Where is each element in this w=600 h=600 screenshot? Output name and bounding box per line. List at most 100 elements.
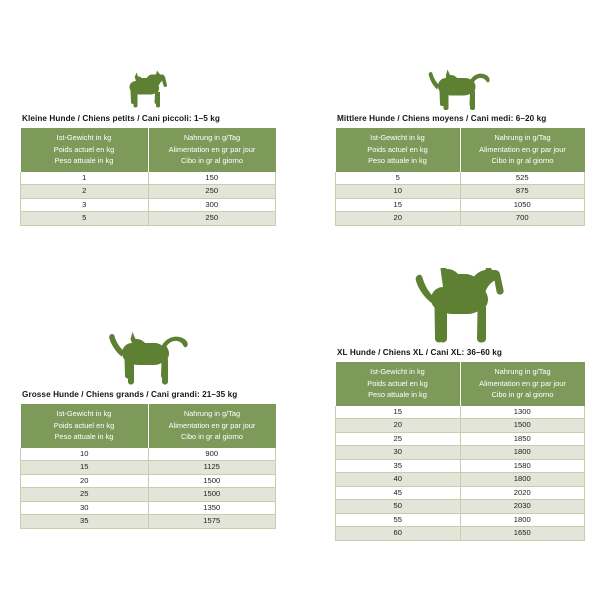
section-medium-dogs: Mittlere Hunde / Chiens moyens / Cani me… bbox=[335, 62, 585, 226]
table-row: 50 2030 bbox=[335, 499, 585, 514]
cell-food: 250 bbox=[148, 211, 276, 226]
cell-weight: 35 bbox=[20, 514, 149, 529]
table-row: 5 525 bbox=[335, 171, 585, 186]
cell-food: 1800 bbox=[460, 513, 585, 528]
cell-weight: 20 bbox=[20, 474, 149, 489]
cell-food: 1650 bbox=[460, 526, 585, 541]
column-header-food: Nahrung in g/Tag Alimentation en gr par … bbox=[460, 362, 585, 406]
table-row: 30 1800 bbox=[335, 445, 585, 460]
xl-dog-icon bbox=[415, 268, 504, 343]
small-dog-illustration bbox=[20, 62, 276, 114]
cell-food: 1500 bbox=[148, 487, 276, 502]
cell-food: 2030 bbox=[460, 499, 585, 514]
cell-weight: 3 bbox=[20, 198, 149, 213]
header-line-it: Cibo in gr al giorno bbox=[180, 156, 244, 166]
cell-weight: 25 bbox=[335, 432, 461, 447]
feeding-table-large: Ist-Gewicht in kg Poids actuel en kg Pes… bbox=[20, 404, 276, 529]
cell-food: 1500 bbox=[148, 474, 276, 489]
table-row: 45 2020 bbox=[335, 486, 585, 501]
cell-food: 1580 bbox=[460, 459, 585, 474]
table-row: 15 1300 bbox=[335, 405, 585, 420]
table-row: 55 1800 bbox=[335, 513, 585, 528]
table-row: 10 875 bbox=[335, 184, 585, 199]
cell-food: 1850 bbox=[460, 432, 585, 447]
cell-weight: 45 bbox=[335, 486, 461, 501]
header-line-it: Peso attuale in kg bbox=[54, 432, 114, 442]
cell-food: 875 bbox=[460, 184, 585, 199]
table-row: 40 1800 bbox=[335, 472, 585, 487]
table-row: 20 700 bbox=[335, 211, 585, 226]
table-row: 15 1050 bbox=[335, 198, 585, 213]
header-line-de: Nahrung in g/Tag bbox=[494, 367, 551, 377]
cell-food: 1800 bbox=[460, 445, 585, 460]
header-line-de: Ist-Gewicht in kg bbox=[56, 409, 112, 419]
header-line-fr: Alimentation en gr par jour bbox=[479, 144, 566, 154]
small-dog-icon bbox=[129, 70, 167, 108]
medium-dog-illustration bbox=[335, 62, 585, 114]
cell-food: 1350 bbox=[148, 501, 276, 516]
cell-weight: 25 bbox=[20, 487, 149, 502]
table-row: 25 1850 bbox=[335, 432, 585, 447]
header-line-it: Cibo in gr al giorno bbox=[491, 390, 554, 400]
cell-weight: 50 bbox=[335, 499, 461, 514]
column-header-food: Nahrung in g/Tag Alimentation en gr par … bbox=[148, 128, 276, 172]
cell-food: 1800 bbox=[460, 472, 585, 487]
column-header-weight: Ist-Gewicht in kg Poids actuel en kg Pes… bbox=[335, 362, 461, 406]
table-header-row: Ist-Gewicht in kg Poids actuel en kg Pes… bbox=[335, 362, 585, 406]
medium-dog-icon bbox=[428, 69, 490, 110]
table-row: 25 1500 bbox=[20, 487, 276, 502]
feeding-table-small: Ist-Gewicht in kg Poids actuel en kg Pes… bbox=[20, 128, 276, 226]
cell-weight: 30 bbox=[335, 445, 461, 460]
table-row: 15 1125 bbox=[20, 460, 276, 475]
cell-weight: 35 bbox=[335, 459, 461, 474]
table-row: 30 1350 bbox=[20, 501, 276, 516]
header-line-fr: Poids actuel en kg bbox=[53, 144, 115, 154]
table-body: 15 1300 20 1500 25 1850 30 1800 35 1580 40 1800 45 20… bbox=[335, 405, 585, 541]
header-line-fr: Poids actuel en kg bbox=[367, 144, 428, 154]
large-dog-icon bbox=[109, 332, 188, 385]
header-line-de: Ist-Gewicht in kg bbox=[56, 133, 112, 143]
section-xl-dogs: XL Hunde / Chiens XL / Cani XL: 36–60 kg… bbox=[335, 268, 585, 541]
cell-weight: 60 bbox=[335, 526, 461, 541]
table-row: 20 1500 bbox=[335, 418, 585, 433]
cell-food: 1050 bbox=[460, 198, 585, 213]
section-caption: XL Hunde / Chiens XL / Cani XL: 36–60 kg bbox=[337, 348, 502, 357]
header-line-it: Cibo in gr al giorno bbox=[491, 156, 554, 166]
table-row: 35 1575 bbox=[20, 514, 276, 529]
table-row: 10 900 bbox=[20, 447, 276, 462]
table-body: 5 525 10 875 15 1050 20 700 bbox=[335, 171, 585, 226]
header-line-fr: Poids actuel en kg bbox=[53, 420, 115, 430]
table-row: 1 150 bbox=[20, 171, 276, 186]
cell-weight: 55 bbox=[335, 513, 461, 528]
header-line-fr: Alimentation en gr par jour bbox=[479, 378, 566, 388]
column-header-weight: Ist-Gewicht in kg Poids actuel en kg Pes… bbox=[20, 404, 149, 448]
cell-food: 700 bbox=[460, 211, 585, 226]
table-row: 2 250 bbox=[20, 184, 276, 199]
cell-food: 1125 bbox=[148, 460, 276, 475]
table-header-row: Ist-Gewicht in kg Poids actuel en kg Pes… bbox=[20, 404, 276, 448]
header-line-fr: Alimentation en gr par jour bbox=[168, 144, 256, 154]
cell-weight: 10 bbox=[20, 447, 149, 462]
header-line-it: Cibo in gr al giorno bbox=[180, 432, 244, 442]
cell-food: 1300 bbox=[460, 405, 585, 420]
header-line-de: Nahrung in g/Tag bbox=[183, 133, 241, 143]
section-caption: Mittlere Hunde / Chiens moyens / Cani me… bbox=[337, 114, 547, 123]
table-row: 3 300 bbox=[20, 198, 276, 213]
table-body: 1 150 2 250 3 300 5 250 bbox=[20, 171, 276, 226]
cell-food: 150 bbox=[148, 171, 276, 186]
section-small-dogs: Kleine Hunde / Chiens petits / Cani picc… bbox=[20, 62, 276, 226]
header-line-it: Peso attuale in kg bbox=[54, 156, 114, 166]
column-header-weight: Ist-Gewicht in kg Poids actuel en kg Pes… bbox=[20, 128, 149, 172]
cell-weight: 30 bbox=[20, 501, 149, 516]
column-header-weight: Ist-Gewicht in kg Poids actuel en kg Pes… bbox=[335, 128, 461, 172]
cell-weight: 5 bbox=[20, 211, 149, 226]
table-row: 35 1580 bbox=[335, 459, 585, 474]
cell-weight: 20 bbox=[335, 211, 461, 226]
header-line-de: Nahrung in g/Tag bbox=[494, 133, 551, 143]
cell-weight: 40 bbox=[335, 472, 461, 487]
cell-food: 525 bbox=[460, 171, 585, 186]
cell-weight: 5 bbox=[335, 171, 461, 186]
column-header-food: Nahrung in g/Tag Alimentation en gr par … bbox=[148, 404, 276, 448]
section-caption: Grosse Hunde / Chiens grands / Cani gran… bbox=[22, 390, 238, 399]
cell-weight: 1 bbox=[20, 171, 149, 186]
